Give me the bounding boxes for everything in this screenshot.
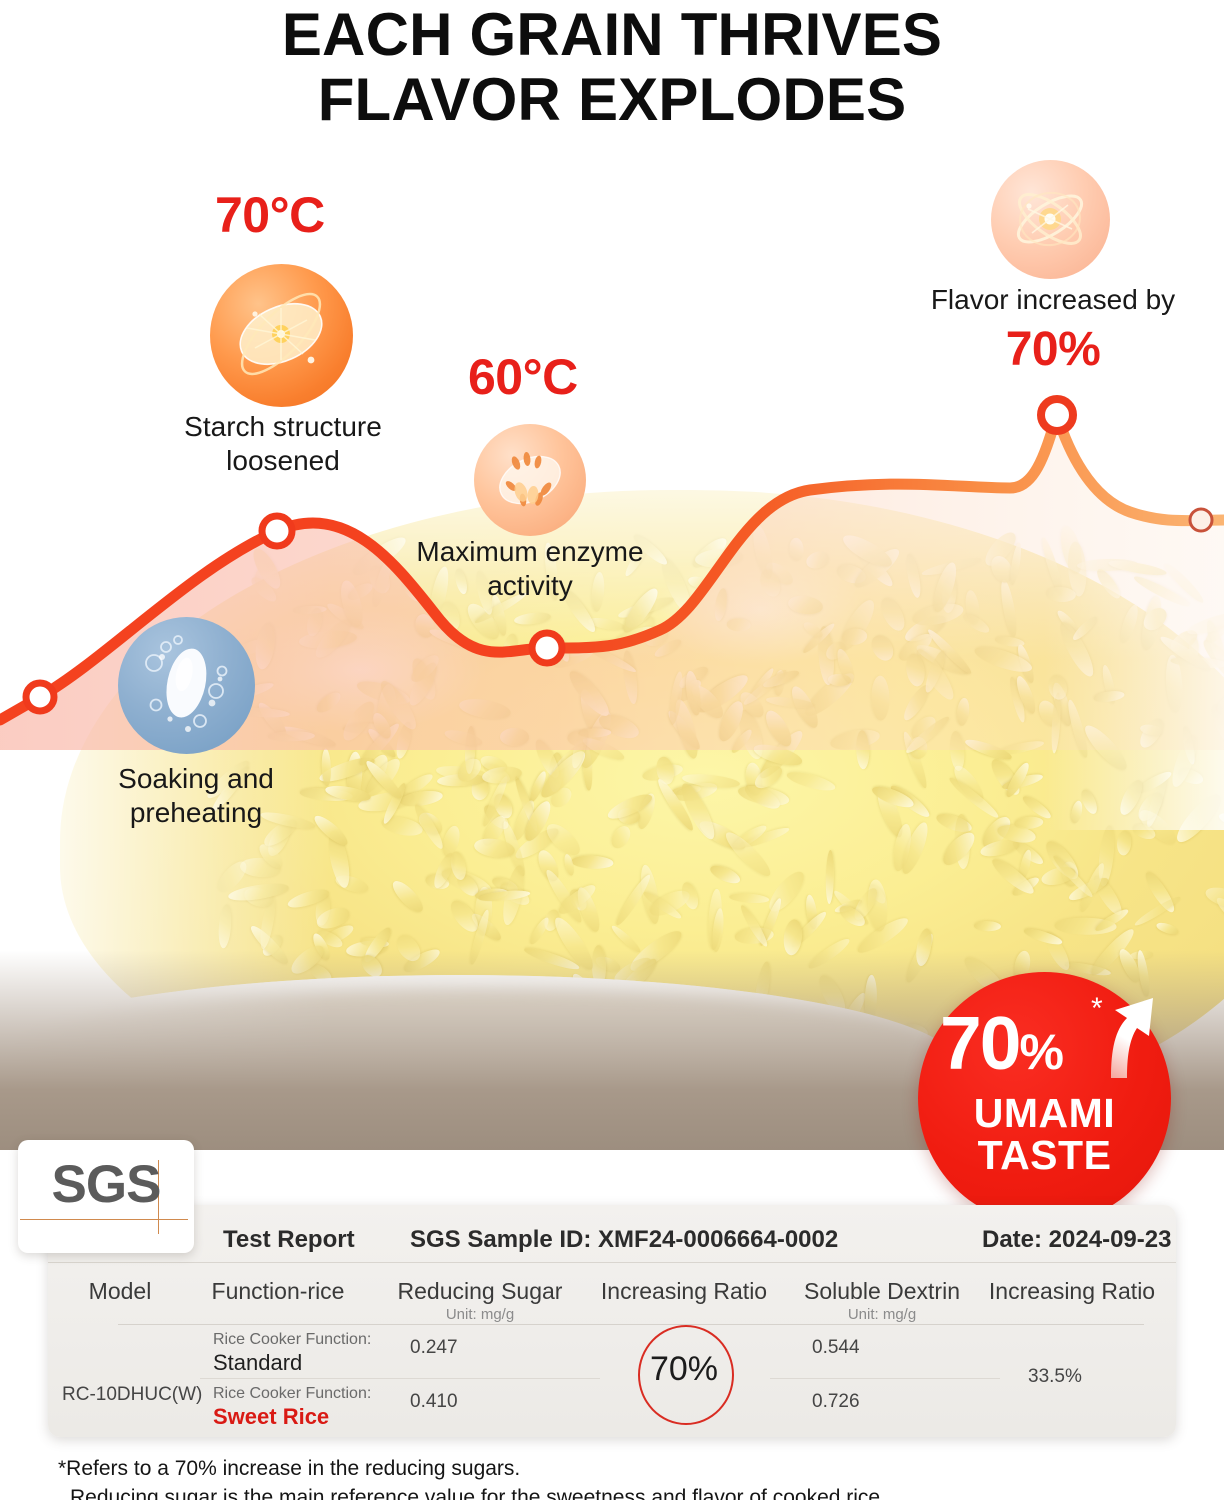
column-unit-soluble-dextrin: Unit: mg/g: [847, 1306, 917, 1323]
sgs-crosshair-horizontal: [20, 1219, 188, 1220]
report-header-rule: [48, 1262, 1176, 1263]
temp-label-70c: 70°C: [215, 187, 325, 243]
flavor-burst-orbit-icon: [991, 160, 1110, 279]
curve-node-starch: [258, 512, 296, 550]
caption-soaking: Soaking and preheating: [118, 763, 274, 829]
curve-fill: [0, 415, 1224, 750]
highlight-ellipse: [638, 1325, 734, 1425]
report-sample-id: SGS Sample ID: XMF24-0006664-0002: [410, 1226, 839, 1253]
soluble-dextrin-ratio: 33.5%: [1028, 1366, 1082, 1387]
caption-flavor-value: 70%: [1005, 323, 1101, 377]
curve-node-end: [1188, 507, 1214, 533]
caption-flavor-line1: Flavor increased by: [930, 284, 1176, 315]
curve-node-enzyme: [528, 629, 566, 667]
sgs-crosshair-vertical: [158, 1160, 159, 1234]
row-2-reducing-sugar: 0.410: [410, 1391, 458, 1412]
temp-label-60c: 60°C: [468, 349, 578, 405]
badge-percent: 70%: [940, 1001, 1064, 1085]
curve-node-soaking: [22, 679, 58, 715]
column-unit-reducing-sugar: Unit: mg/g: [445, 1306, 515, 1323]
footnote: *Refers to a 70% increase in the reducin…: [58, 1455, 886, 1500]
report-columns-rule: [118, 1324, 1144, 1325]
column-header-function: Function-rice: [211, 1278, 345, 1304]
row-2-function: Sweet Rice: [213, 1404, 330, 1429]
umami-taste-badge: 70% * UMAMI TASTE: [918, 972, 1171, 1225]
badge-asterisk: *: [1091, 992, 1103, 1025]
cell-model: RC-10DHUC(W): [62, 1384, 203, 1405]
row-2-soluble-dextrin: 0.726: [812, 1391, 860, 1412]
enzyme-granule-icon: [474, 424, 586, 536]
report-title: Test Report: [223, 1226, 355, 1253]
headline-line-2: FLAVOR EXPLODES: [317, 66, 907, 134]
badge-line-2: TASTE: [977, 1132, 1112, 1178]
column-header-reducing-sugar: Reducing Sugar: [397, 1278, 563, 1304]
badge-line-1: UMAMI: [973, 1090, 1116, 1136]
curve-node-flavor: [1037, 395, 1077, 435]
starch-granule-glow-icon: [210, 264, 353, 407]
sgs-logo-card: SGS: [18, 1140, 194, 1253]
report-date: Date: 2024-09-23: [982, 1226, 1172, 1253]
row-divider-right: [770, 1378, 1000, 1379]
water-droplet-rice-grain-icon: [118, 617, 255, 754]
caption-enzyme: Maximum enzyme activity: [416, 536, 644, 602]
temperature-curve: [0, 330, 1224, 780]
column-header-model: Model: [88, 1278, 152, 1304]
row-1-function: Standard: [213, 1350, 303, 1375]
reducing-sugar-ratio: 70%: [649, 1350, 719, 1388]
footnote-line-2: Reducing sugar is the main reference val…: [70, 1485, 886, 1500]
caption-starch: Starch structure loosened: [184, 411, 382, 477]
column-header-increasing-ratio-1: Increasing Ratio: [600, 1278, 768, 1304]
row-divider-left: [200, 1378, 600, 1379]
column-header-soluble-dextrin: Soluble Dextrin: [804, 1278, 960, 1304]
footnote-line-1: *Refers to a 70% increase in the reducin…: [58, 1457, 521, 1480]
column-header-increasing-ratio-2: Increasing Ratio: [988, 1278, 1156, 1304]
row-1-soluble-dextrin: 0.544: [812, 1337, 860, 1358]
row-1-reducing-sugar: 0.247: [410, 1337, 458, 1358]
curve-svg: [0, 395, 1224, 750]
headline-line-1: EACH GRAIN THRIVES: [281, 1, 943, 68]
caption-flavor: Flavor increased by 70%: [893, 283, 1213, 380]
page-title: EACH GRAIN THRIVES FLAVOR EXPLODES: [0, 2, 1224, 133]
up-arrow-icon: [1111, 998, 1153, 1078]
sgs-report-panel: [48, 1205, 1176, 1437]
row-2-prefix: Rice Cooker Function:: [213, 1385, 372, 1402]
row-1-prefix: Rice Cooker Function:: [213, 1331, 372, 1348]
sgs-logo-text: SGS: [51, 1155, 162, 1214]
